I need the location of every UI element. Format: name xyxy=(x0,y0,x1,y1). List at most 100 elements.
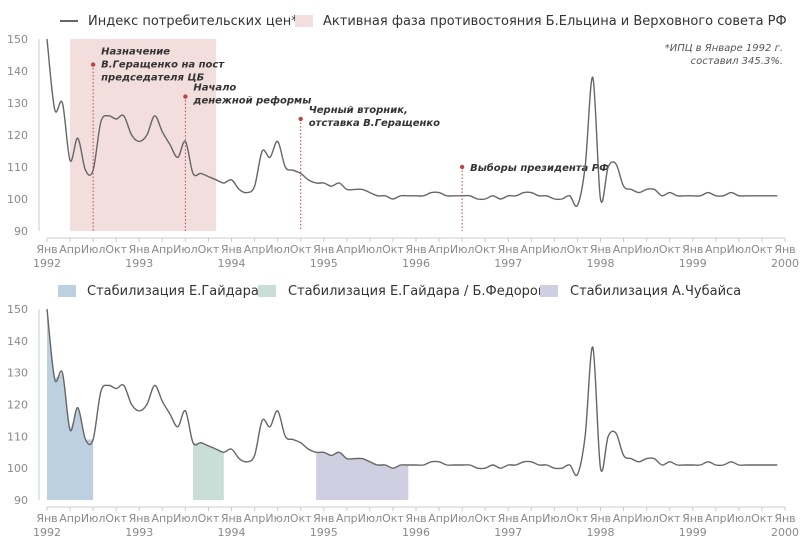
bottom-xtick-label: Июл xyxy=(542,512,567,525)
bottom-xtick-label: Янв xyxy=(774,512,795,525)
top-event-dot-0 xyxy=(90,62,96,67)
top-xtick-label: Окт xyxy=(382,243,404,256)
bottom-shaded-period-2 xyxy=(316,452,409,500)
bottom-shaded-period-1 xyxy=(193,442,224,500)
top-event-dot-1 xyxy=(183,94,188,99)
top-xtick-year: 2000 xyxy=(771,257,799,270)
top-xtick-label: Июл xyxy=(542,243,567,256)
top-xtick-year: 1999 xyxy=(679,257,707,270)
top-xtick-label: Янв xyxy=(682,243,703,256)
top-xtick-year: 1996 xyxy=(402,257,430,270)
bottom-legend-gaidar-fedorov-label: Стабилизация Е.Гайдара / Б.Федорова xyxy=(288,284,554,299)
bottom-ytick-130: 130 xyxy=(7,367,28,380)
top-xtick-label: Апр xyxy=(428,243,450,256)
top-xtick-label: Янв xyxy=(36,243,57,256)
bottom-xtick-label: Янв xyxy=(405,512,426,525)
top-xtick-year: 1997 xyxy=(494,257,522,270)
bottom-xtick-year: 1999 xyxy=(679,526,707,539)
footnote-line-1: *ИПЦ в Январе 1992 г. xyxy=(665,43,783,54)
bottom-xtick-label: Янв xyxy=(682,512,703,525)
top-xtick-label: Июл xyxy=(450,243,475,256)
bottom-xtick-label: Июл xyxy=(173,512,198,525)
top-xtick-year: 1994 xyxy=(218,257,246,270)
bottom-xtick-label: Окт xyxy=(751,512,773,525)
top-ytick-90: 90 xyxy=(14,225,28,238)
top-xtick-label: Апр xyxy=(59,243,81,256)
bottom-xtick-label: Окт xyxy=(198,512,220,525)
bottom-ytick-150: 150 xyxy=(7,303,28,316)
top-event-dot-3 xyxy=(459,164,465,170)
footnote: *ИПЦ в Январе 1992 г. составил 345.3%. xyxy=(665,43,783,67)
top-event-label-1: денежной реформы xyxy=(192,95,311,107)
bottom-xtick-year: 1997 xyxy=(494,526,522,539)
bottom-legend: Стабилизация Е.Гайдара Стабилизация Е.Га… xyxy=(58,284,741,299)
bottom-xtick-label: Янв xyxy=(313,512,334,525)
top-legend: Индекс потребительских цен* Активная фаз… xyxy=(60,14,787,29)
top-xtick-label: Апр xyxy=(520,243,542,256)
bottom-xtick-year: 2000 xyxy=(771,526,799,539)
top-ytick-110: 110 xyxy=(7,161,28,174)
bottom-xtick-label: Окт xyxy=(382,512,404,525)
top-xtick-label: Апр xyxy=(151,243,173,256)
top-ytick-120: 120 xyxy=(7,129,28,142)
top-xtick-label: Окт xyxy=(198,243,220,256)
top-legend-area-label: Активная фаза противостояния Б.Ельцина и… xyxy=(323,14,787,29)
top-legend-area-swatch xyxy=(295,15,313,27)
top-cpi-line xyxy=(46,39,778,208)
bottom-xtick-label: Окт xyxy=(105,512,127,525)
top-xtick-year: 1993 xyxy=(125,257,153,270)
top-xtick-label: Июл xyxy=(634,243,659,256)
top-event-label-0: Назначение xyxy=(101,47,170,58)
bottom-xtick-label: Апр xyxy=(705,512,727,525)
bottom-xtick-year: 1995 xyxy=(310,526,338,539)
bottom-legend-gaidar-fedorov-swatch xyxy=(258,285,276,297)
bottom-legend-gaidar-label: Стабилизация Е.Гайдара xyxy=(87,284,259,299)
top-xtick-year: 1995 xyxy=(310,257,338,270)
top-xtick-label: Окт xyxy=(105,243,127,256)
bottom-ytick-90: 90 xyxy=(14,494,28,507)
top-xtick-label: Июл xyxy=(358,243,383,256)
bottom-xtick-label: Янв xyxy=(221,512,242,525)
bottom-xtick-label: Июл xyxy=(634,512,659,525)
top-shaded-period-0 xyxy=(70,39,217,231)
top-xtick-label: Апр xyxy=(613,243,635,256)
bottom-xtick-label: Июл xyxy=(358,512,383,525)
bottom-xtick-year: 1994 xyxy=(218,526,246,539)
bottom-xtick-label: Янв xyxy=(590,512,611,525)
bottom-xtick-label: Окт xyxy=(567,512,589,525)
bottom-xtick-year: 1996 xyxy=(402,526,430,539)
top-xtick-label: Окт xyxy=(567,243,589,256)
bottom-xtick-label: Апр xyxy=(336,512,358,525)
bottom-xtick-label: Апр xyxy=(428,512,450,525)
bottom-legend-chubais-label: Стабилизация А.Чубайса xyxy=(570,284,741,299)
top-xtick-label: Янв xyxy=(129,243,150,256)
top-event-label-2: отставка В.Геращенко xyxy=(309,118,440,129)
top-event-label-0: В.Геращенко на пост xyxy=(101,60,225,71)
top-xtick-label: Янв xyxy=(774,243,795,256)
top-ytick-140: 140 xyxy=(7,65,28,78)
bottom-ytick-140: 140 xyxy=(7,335,28,348)
top-xtick-label: Июл xyxy=(265,243,290,256)
bottom-legend-gaidar-swatch xyxy=(58,285,76,297)
bottom-xtick-label: Апр xyxy=(613,512,635,525)
bottom-xtick-label: Апр xyxy=(244,512,266,525)
bottom-xtick-label: Апр xyxy=(520,512,542,525)
top-xtick-year: 1992 xyxy=(33,257,61,270)
top-xtick-label: Янв xyxy=(405,243,426,256)
top-ytick-130: 130 xyxy=(7,97,28,110)
bottom-xtick-label: Июл xyxy=(265,512,290,525)
top-xtick-label: Июл xyxy=(81,243,106,256)
bottom-xtick-label: Июл xyxy=(81,512,106,525)
bottom-xtick-year: 1993 xyxy=(125,526,153,539)
top-ytick-100: 100 xyxy=(7,193,28,206)
bottom-xtick-label: Окт xyxy=(290,512,312,525)
top-xtick-label: Апр xyxy=(244,243,266,256)
bottom-shaded-period-0 xyxy=(47,309,94,500)
top-xtick-label: Окт xyxy=(290,243,312,256)
top-xtick-label: Окт xyxy=(474,243,496,256)
top-xtick-label: Окт xyxy=(659,243,681,256)
bottom-legend-chubais-swatch xyxy=(540,285,558,297)
